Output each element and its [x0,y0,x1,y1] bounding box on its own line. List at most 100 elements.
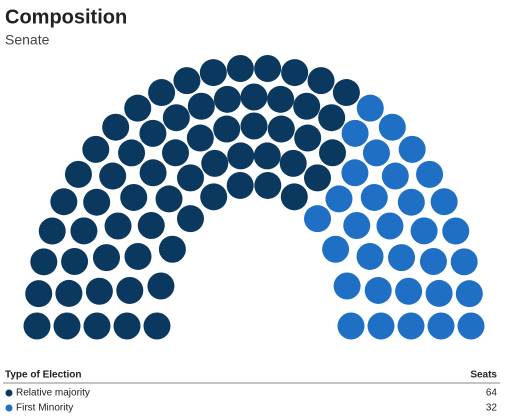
seat [162,104,190,132]
legend-swatch [5,389,13,397]
seat [147,272,175,300]
seat [333,272,361,300]
seat [304,205,332,233]
seat [319,139,346,167]
seat [23,312,51,340]
seat [381,162,409,190]
seat [397,188,425,216]
seat [200,183,228,211]
seat [55,279,83,307]
seat [118,139,146,167]
seat [38,217,66,245]
seat [307,67,335,95]
seat [143,312,171,340]
seat [279,149,307,177]
seat [25,280,53,308]
seat [253,142,281,170]
seat [61,247,89,275]
seat [213,85,241,113]
seat [416,160,444,188]
seat [367,312,395,340]
seat [113,312,141,340]
value-header: Seats [470,370,497,381]
seat [70,217,98,245]
seat [30,248,58,276]
seat [139,159,167,187]
seat [280,183,308,211]
seat [226,171,254,199]
seat [395,277,423,305]
seat [425,279,453,307]
legend-title: Type of Election [5,370,82,381]
seat [364,276,392,304]
legend-label: First Minority [16,403,73,414]
seat [102,113,130,141]
seat [120,183,148,211]
seat [187,92,215,120]
seat [213,115,241,143]
seat [186,124,214,152]
seat [455,280,483,308]
seat [82,135,110,163]
seat [83,312,111,340]
seat [104,212,132,240]
seat [254,171,282,199]
seat [293,92,321,120]
seat [356,94,384,122]
seat [92,244,120,272]
seat [155,185,183,213]
seat [226,55,254,83]
seat [376,212,404,240]
seat [450,248,478,276]
seat [410,217,438,245]
seat [398,135,426,163]
seat [124,242,152,270]
seat [304,164,331,192]
seat [442,217,470,245]
seat [397,312,425,340]
seat [318,104,346,132]
seat [158,235,186,263]
seat [240,112,268,140]
seat [419,247,447,275]
seat [116,276,144,304]
seat [85,277,113,305]
seat [341,159,369,187]
seat [267,115,295,143]
seat [162,139,189,167]
legend-value: 64 [486,388,498,399]
seat [53,312,81,340]
chart-subtitle: Senate [5,32,50,48]
seat [281,59,309,87]
seat [227,142,255,170]
seat [378,113,406,141]
seat [341,119,369,147]
seat [173,67,201,95]
seat [267,85,295,113]
seat [201,149,229,177]
seat [139,119,167,147]
seat [337,312,365,340]
seat [362,139,390,167]
seat [356,242,384,270]
seat [427,312,455,340]
seat [430,188,458,216]
seat [124,94,152,122]
seat [325,185,353,213]
seat [457,312,485,340]
legend-swatch [5,404,13,412]
seat [148,79,176,107]
seat [360,183,388,211]
seat [99,162,127,190]
seat [64,160,92,188]
seat [254,55,282,83]
seat [137,211,165,239]
seat [176,205,204,233]
seat [294,124,322,152]
seat [343,211,371,239]
seat [240,83,268,111]
seat [50,188,78,216]
seat [83,188,111,216]
seat [177,164,204,192]
